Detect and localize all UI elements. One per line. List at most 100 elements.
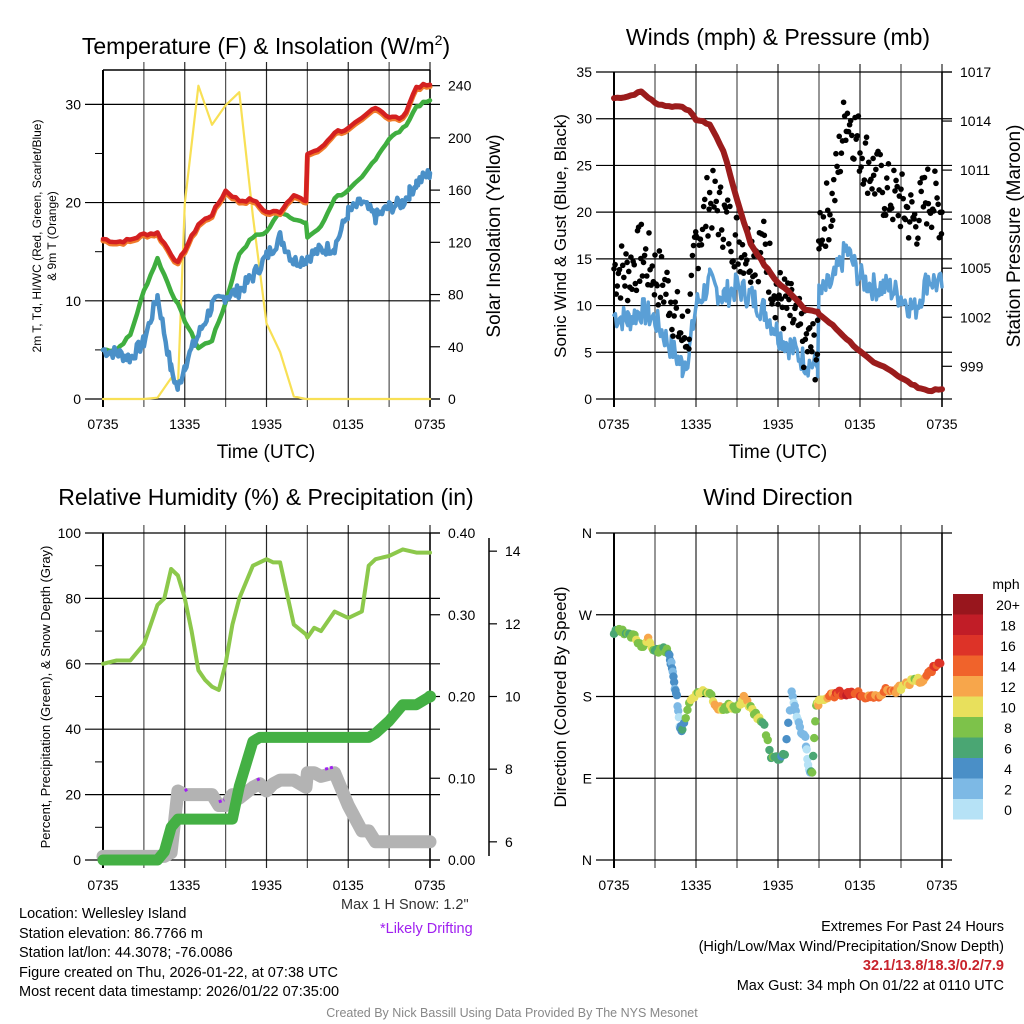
direction-tick-label: S (583, 689, 592, 705)
gust-point (935, 201, 941, 208)
gust-point (619, 262, 626, 269)
elevation-text: Station elevation: 86.7766 m (19, 925, 203, 942)
gust-point (928, 224, 935, 231)
colorbar-swatch (953, 614, 983, 635)
gust-point (834, 163, 840, 170)
gust-point (915, 235, 921, 242)
colorbar-label: 2 (1004, 782, 1012, 798)
colorbar-swatch (953, 696, 983, 717)
gust-point (716, 189, 723, 196)
gust-point (917, 179, 923, 186)
time-tick-label: 0735 (87, 416, 118, 432)
gust-point (709, 225, 715, 231)
gust-point (938, 231, 945, 237)
gust-point (878, 162, 885, 169)
direction-point (802, 745, 811, 754)
gust-point (781, 276, 788, 282)
y-tick-label: 20 (65, 787, 81, 803)
right-tick-label: 0.20 (448, 689, 475, 705)
insolation-line (101, 84, 432, 401)
gust-point (804, 348, 811, 355)
gust-point (710, 167, 716, 174)
gust-point (810, 320, 816, 327)
right-tick-label: 1008 (960, 211, 991, 227)
time-tick-label: 1935 (762, 877, 793, 893)
snow-tick-label: 12 (505, 616, 521, 632)
gust-point (870, 155, 876, 162)
gust-point (689, 252, 696, 259)
gust-point (706, 189, 713, 196)
colorbar-title: mph (992, 576, 1019, 592)
drifting-marker (183, 787, 189, 793)
colorbar-swatch (953, 758, 983, 779)
time-tick-label: 0735 (598, 877, 629, 893)
sonic-wind-line (612, 241, 944, 379)
gust-point (695, 265, 701, 272)
direction-point (784, 718, 793, 728)
right-tick-label: 120 (448, 234, 472, 250)
gust-point (819, 237, 826, 243)
gust-point (916, 217, 922, 224)
time-tick-label: 0735 (926, 416, 957, 432)
gust-point (849, 132, 855, 139)
gust-point (659, 282, 666, 289)
direction-point (763, 735, 772, 745)
gust-point (718, 227, 725, 233)
gust-point (933, 180, 939, 187)
direction-point (936, 659, 945, 668)
gust-point (828, 223, 834, 230)
gust-point (865, 159, 872, 166)
gust-point (649, 263, 656, 269)
gust-point (632, 280, 639, 287)
gust-point (838, 150, 845, 156)
right-tick-label: 1002 (960, 309, 991, 325)
gust-point (728, 248, 734, 255)
gust-point (858, 164, 864, 170)
gust-point (712, 178, 718, 185)
location-text: Location: Wellesley Island (19, 906, 187, 922)
gust-point (806, 324, 813, 331)
gust-point (685, 308, 691, 314)
gust-point (918, 188, 925, 195)
gust-point (624, 297, 631, 304)
snow-tick-label: 8 (505, 761, 513, 777)
winds-panel: 0735 1335 1935 0135 0735 0 5 10 15 20 25 30 35 999 100… (576, 64, 991, 432)
gust-point (688, 272, 695, 279)
colorbar-label: 12 (1000, 679, 1016, 695)
y-tick-label: 0 (73, 391, 81, 407)
gust-point (672, 299, 679, 305)
windchill-line (100, 167, 433, 392)
gust-point (921, 174, 928, 181)
gust-point (893, 177, 899, 184)
2m-temperature-line (100, 81, 433, 265)
gust-point (641, 252, 648, 259)
gust-point (762, 241, 769, 247)
gust-point (734, 214, 740, 221)
gust-point (686, 346, 692, 352)
gust-point (934, 195, 940, 201)
direction-point (782, 735, 791, 744)
gust-point (826, 236, 832, 243)
gust-point (814, 351, 821, 358)
gust-point (677, 330, 684, 336)
gust-point (654, 282, 660, 289)
gust-point (707, 200, 714, 207)
y-tick-label: 10 (65, 293, 81, 309)
gust-point (906, 219, 913, 225)
gust-point (714, 207, 721, 214)
gust-point (869, 186, 875, 192)
gust-point (813, 357, 820, 363)
gust-point (636, 278, 643, 285)
colorbar-swatch (953, 676, 983, 697)
gust-point (812, 376, 818, 383)
gust-point (727, 203, 733, 210)
direction-point (678, 725, 687, 734)
drifting-marker (324, 765, 334, 771)
right-tick-label: 1005 (960, 260, 991, 276)
humidity-panel: 0735 1335 1935 0135 0735 0 20 40 60 80 100 0.00 0.10… (58, 525, 521, 893)
snow-tick-label: 14 (505, 543, 521, 559)
gust-point (851, 156, 857, 162)
y-tick-label: 15 (576, 251, 592, 267)
recent-timestamp-text: Most recent data timestamp: 2026/01/22 0… (19, 984, 340, 1001)
gust-point (658, 253, 665, 260)
